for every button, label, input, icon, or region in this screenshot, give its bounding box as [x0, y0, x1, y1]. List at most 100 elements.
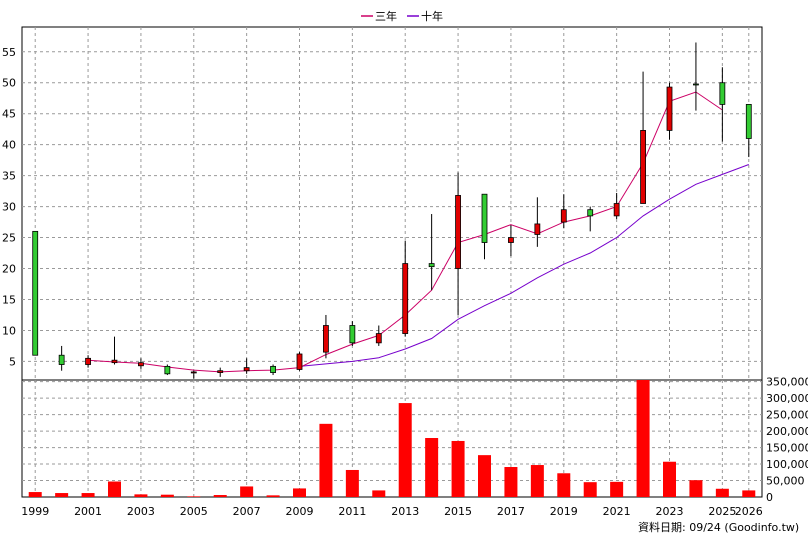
volume-bar [345, 469, 359, 497]
price-y-tick-label: 15 [2, 293, 16, 306]
price-y-tick-label: 50 [2, 77, 16, 90]
volume-bar [425, 438, 439, 497]
volume-bar [742, 490, 756, 497]
candle [296, 352, 303, 371]
volume-y-tick-label: 250,000 [766, 409, 808, 422]
volume-bar [81, 493, 95, 497]
candle-body [613, 203, 620, 217]
candle [481, 193, 488, 260]
x-tick-label: 2021 [603, 505, 631, 518]
volume-bar [293, 488, 306, 497]
candle-body [111, 359, 118, 364]
volume-bar [451, 440, 465, 497]
candle-body [375, 333, 382, 344]
candle-body [455, 195, 461, 269]
candle-body [587, 209, 594, 217]
volume-bar [610, 481, 624, 497]
candle [217, 367, 224, 377]
candle [190, 370, 197, 379]
candle [666, 82, 673, 140]
volume-bar [530, 465, 544, 497]
volume-bar [583, 482, 597, 497]
x-tick-label: 2025 [708, 505, 736, 518]
price-y-tick-label: 40 [2, 139, 16, 152]
candle-body [719, 82, 726, 105]
volume-y-tick-label: 350,000 [766, 376, 808, 389]
volume-y-tick-label: 300,000 [766, 392, 808, 405]
ma10-line [299, 164, 749, 367]
volume-y-tick-label: 200,000 [766, 425, 808, 438]
volume-y-tick-label: 150,000 [766, 442, 808, 455]
x-tick-label: 2015 [444, 505, 472, 518]
price-y-axis: 5 10 15 20 25 30 35 40 45 50 55 [2, 46, 16, 369]
volume-bar [557, 473, 571, 497]
volume-bars [28, 380, 756, 497]
price-y-tick-label: 35 [2, 170, 16, 183]
candle-body [138, 362, 144, 367]
volume-bar [213, 495, 227, 497]
price-y-tick-label: 10 [2, 324, 16, 337]
candle-body [534, 223, 541, 235]
candle-body [85, 357, 91, 365]
candle-body [32, 230, 39, 356]
candle [111, 336, 118, 365]
candle-body [693, 83, 699, 86]
candle [613, 192, 620, 219]
volume-bar [372, 490, 386, 497]
x-tick-label: 2005 [180, 505, 208, 518]
x-tick-label: 2003 [127, 505, 155, 518]
candle-body [428, 263, 435, 268]
candle [349, 321, 356, 346]
x-tick-label: 2001 [74, 505, 102, 518]
candle [85, 355, 91, 368]
volume-y-tick-label: 0 [766, 491, 773, 504]
candle [719, 67, 726, 142]
candle-body [349, 325, 356, 344]
volume-bar [663, 461, 676, 497]
candle-body [666, 86, 673, 131]
candle-body [270, 365, 276, 373]
candle-body [243, 367, 250, 372]
candle [164, 364, 171, 376]
x-tick-label: 2023 [656, 505, 684, 518]
volume-bar [134, 494, 148, 497]
candle [243, 358, 250, 374]
candle-body [217, 370, 224, 373]
x-tick-label: 2019 [550, 505, 578, 518]
volume-bar [715, 488, 729, 497]
volume-bar [398, 403, 412, 497]
x-tick-label: 2007 [233, 505, 261, 518]
candle [138, 358, 144, 369]
volume-bar [689, 480, 703, 497]
candle-body [323, 325, 329, 353]
candle [534, 197, 541, 247]
x-tick-label: 2017 [497, 505, 525, 518]
candle-body [296, 353, 303, 370]
volume-panel: 0 50,000 100,000 150,000 200,000 250,000 300,0… [21, 376, 808, 504]
candlesticks [32, 42, 752, 379]
volume-bar [478, 455, 491, 497]
x-axis: 1999 2001 2003 2005 2007 2009 2011 2013 2015 2017… [21, 505, 763, 518]
volume-y-tick-label: 50,000 [766, 475, 805, 488]
candle [508, 225, 514, 257]
candle [587, 206, 594, 232]
candle [402, 240, 409, 337]
price-y-tick-label: 45 [2, 108, 16, 121]
volume-bar [28, 492, 42, 497]
price-y-tick-label: 25 [2, 232, 16, 245]
x-tick-label: 2009 [286, 505, 314, 518]
volume-bar [160, 494, 174, 497]
candle-body [745, 104, 752, 139]
price-y-tick-label: 30 [2, 201, 16, 214]
candle [323, 314, 329, 359]
data-date-footer: 資料日期: 09/24 (Goodinfo.tw) [638, 520, 799, 534]
legend: 三年 十年 [361, 9, 443, 23]
volume-bar [108, 481, 121, 497]
candle [428, 214, 435, 291]
candle [32, 230, 39, 356]
candle-body [508, 237, 514, 243]
volume-bar [636, 380, 650, 497]
candle-body [481, 193, 488, 243]
x-tick-label: 1999 [21, 505, 49, 518]
